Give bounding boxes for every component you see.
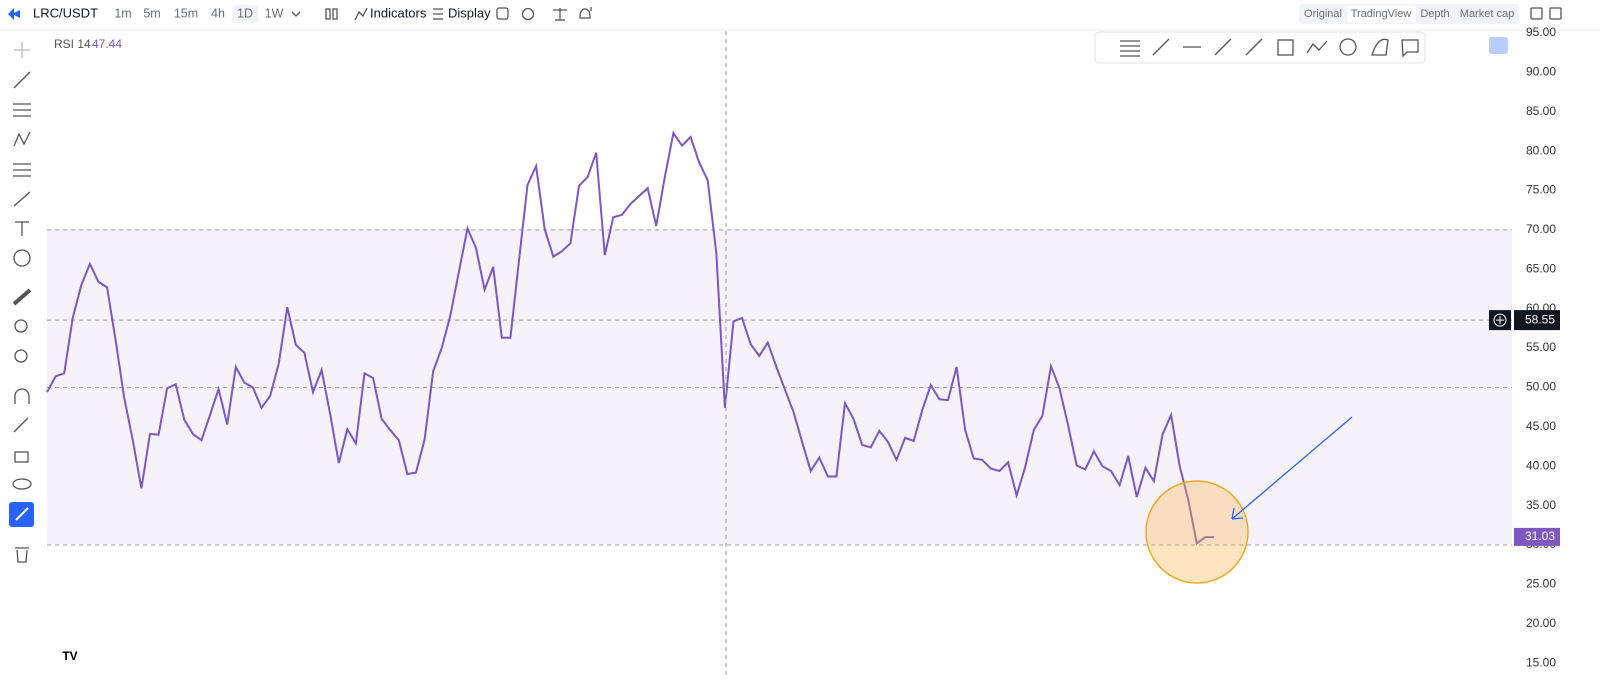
tool-curve[interactable]	[1371, 38, 1389, 56]
y-tick-label: 15.00	[1526, 655, 1556, 669]
annotation-arrow	[1231, 416, 1353, 520]
left-toolbar	[12, 42, 32, 563]
link-icon	[15, 507, 29, 521]
interval-dropdown[interactable]	[291, 11, 301, 17]
highlight-circle	[1145, 480, 1249, 584]
tool-arrow[interactable]	[1245, 38, 1263, 56]
tv-logo: TV	[62, 649, 77, 663]
window-icon[interactable]	[1530, 7, 1543, 20]
projection-tool[interactable]	[13, 163, 31, 177]
zoom-in-tool[interactable]	[14, 319, 28, 333]
rsi-band	[47, 229, 1512, 546]
drawing-tools	[1120, 38, 1419, 58]
alert-icon[interactable]	[579, 7, 592, 19]
intervals: 1m 5m 15m 4h 1D 1W	[114, 5, 284, 23]
interval[interactable]: 4h	[211, 6, 225, 20]
crosshair-add-plus	[1496, 316, 1504, 325]
y-tick-label: 25.00	[1526, 577, 1556, 591]
last-value-label: 31.03	[1525, 529, 1555, 543]
y-tick-label: 55.00	[1526, 340, 1556, 354]
tool-path[interactable]	[1306, 40, 1328, 54]
candle-icon[interactable]	[325, 8, 338, 20]
arrow-head	[1231, 507, 1244, 520]
drawing-toolbar	[1094, 31, 1426, 64]
emoji-tool[interactable]	[13, 249, 31, 267]
lock-tool[interactable]	[14, 451, 29, 463]
view-tab[interactable]: Market cap	[1460, 8, 1514, 20]
indicators-button[interactable]: Indicators	[370, 5, 427, 20]
draw-mode-tool[interactable]	[13, 417, 29, 433]
indicator-value: 47.44	[92, 37, 122, 51]
y-tick-label: 85.00	[1526, 104, 1556, 118]
view-tab[interactable]: Original	[1304, 8, 1342, 20]
zoom-out-tool[interactable]	[14, 349, 28, 363]
fib-tool[interactable]	[13, 103, 31, 117]
view-tab[interactable]: TradingView	[1351, 8, 1412, 20]
tool-circle[interactable]	[1339, 38, 1357, 56]
visibility-tool[interactable]	[12, 478, 32, 490]
arrow-tool[interactable]	[13, 191, 31, 207]
view-tab[interactable]: Depth	[1420, 8, 1449, 20]
indicators-icon	[354, 7, 368, 21]
crosshair-tool[interactable]	[14, 42, 30, 58]
tool-hlines[interactable]	[1120, 40, 1140, 57]
display-icon	[433, 8, 443, 20]
symbol[interactable]: LRC/USDT	[33, 5, 98, 20]
y-tick-label: 95.00	[1526, 25, 1556, 39]
interval[interactable]: 15m	[174, 6, 198, 20]
y-tick-label: 90.00	[1526, 65, 1556, 79]
interval[interactable]: 1W	[265, 6, 284, 20]
tool-callout[interactable]	[1401, 39, 1419, 58]
compare-icon[interactable]	[553, 8, 567, 21]
interval-active	[232, 5, 258, 23]
last-value-tag	[1514, 527, 1560, 546]
y-tick-label: 75.00	[1526, 183, 1556, 197]
tool-rect[interactable]	[1277, 39, 1294, 56]
y-tick-label: 65.00	[1526, 261, 1556, 275]
y-tick-label: 35.00	[1526, 498, 1556, 512]
settings-icon[interactable]	[521, 7, 535, 21]
view-tab-active	[1347, 5, 1416, 23]
magnet-tool[interactable]	[14, 388, 30, 404]
y-tick-label: 20.00	[1526, 616, 1556, 630]
tool-line[interactable]	[1152, 38, 1170, 56]
interval[interactable]: 1D	[237, 6, 253, 20]
tool-segment[interactable]	[1214, 38, 1232, 56]
y-tick-label: 70.00	[1526, 222, 1556, 236]
crosshair-tag-label: 58.55	[1525, 312, 1555, 326]
trend-tool[interactable]	[13, 71, 31, 89]
display-button[interactable]: Display	[448, 5, 491, 20]
rsi-line	[46, 130, 1214, 546]
plot: 15.0020.0025.0030.0035.0040.0045.0050.00…	[46, 25, 1560, 669]
pattern-tool[interactable]	[13, 131, 31, 147]
y-tick-label: 45.00	[1526, 419, 1556, 433]
logo	[8, 8, 20, 20]
y-tick-label: 40.00	[1526, 458, 1556, 472]
fullscreen-icon[interactable]	[1549, 7, 1562, 20]
snapshot-icon[interactable]	[496, 7, 509, 20]
views: Original TradingView Depth Market cap	[1304, 8, 1514, 20]
delete-tool[interactable]	[15, 547, 29, 563]
interval[interactable]: 1m	[114, 6, 131, 20]
sync-button[interactable]	[1489, 37, 1508, 54]
y-tick-label: 50.00	[1526, 380, 1556, 394]
indicator-name: RSI 14	[54, 37, 91, 51]
ruler-tool[interactable]	[12, 288, 32, 306]
interval[interactable]: 5m	[143, 6, 160, 20]
crosshair-tag	[1514, 310, 1560, 331]
y-tick-label: 80.00	[1526, 143, 1556, 157]
crosshair-add-icon	[1493, 313, 1507, 327]
text-tool[interactable]	[15, 221, 29, 236]
